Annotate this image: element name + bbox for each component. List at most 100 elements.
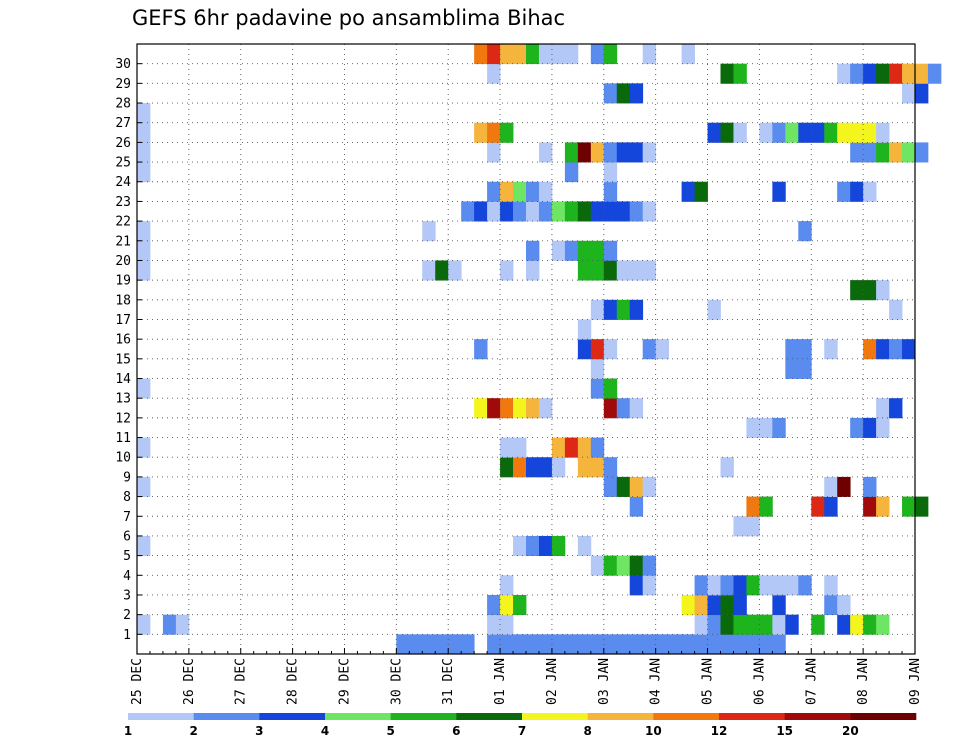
y-tick-label: 20 [115, 254, 131, 269]
heatmap-cell [759, 122, 773, 143]
heatmap-cell [603, 555, 618, 576]
heatmap-cell [629, 142, 644, 163]
y-tick-label: 5 [123, 549, 131, 564]
y-tick-label: 30 [115, 57, 131, 72]
colorbar-label: 1 [124, 724, 132, 738]
heatmap-cell [889, 142, 903, 163]
heatmap-cell [824, 496, 838, 517]
colorbar-swatch [587, 713, 654, 720]
heatmap-cell [707, 122, 721, 143]
heatmap-cell [590, 358, 605, 379]
heatmap-cell [876, 398, 890, 419]
heatmap-cell [811, 122, 825, 143]
heatmap-cell [629, 575, 644, 596]
heatmap-cell [642, 555, 657, 576]
heatmap-cell [850, 417, 864, 438]
heatmap-cell [603, 240, 618, 261]
x-tick-label: 28 DEC [286, 658, 301, 705]
heatmap-cell [487, 63, 501, 84]
heatmap-cell [487, 201, 501, 222]
heatmap-cell [137, 103, 151, 124]
heatmap-cell [538, 44, 553, 65]
colorbar-swatch [653, 713, 720, 720]
heatmap-cell [850, 63, 864, 84]
heatmap-cell [863, 417, 877, 438]
heatmap-cell [629, 299, 644, 320]
heatmap-cell [487, 142, 501, 163]
heatmap-cell [876, 496, 890, 517]
heatmap-cell [746, 496, 760, 517]
heatmap-cell [603, 378, 618, 399]
heatmap-cell [642, 260, 657, 281]
heatmap-cell [837, 614, 851, 635]
y-tick-label: 23 [115, 195, 131, 210]
heatmap-cell [162, 614, 177, 635]
x-tick-label: 07 JAN [804, 658, 819, 705]
heatmap-cell [564, 44, 579, 65]
x-tick-label: 03 JAN [597, 658, 612, 705]
heatmap-cell [863, 339, 877, 360]
heatmap-cell [422, 221, 436, 242]
colorbar-swatch [522, 713, 588, 720]
heatmap-cell [538, 634, 553, 655]
heatmap-cell [551, 437, 566, 458]
heatmap-cell [564, 201, 579, 222]
heatmap-cell [577, 201, 592, 222]
y-tick-label: 12 [115, 411, 131, 426]
heatmap-cell [694, 575, 708, 596]
y-tick-label: 3 [123, 588, 131, 603]
x-tick-label: 29 DEC [337, 658, 352, 705]
heatmap-cell [487, 614, 501, 635]
heatmap-cell [863, 496, 877, 517]
heatmap-cell [733, 614, 747, 635]
x-tick-label: 26 DEC [182, 658, 197, 705]
heatmap-cell [513, 535, 527, 557]
y-tick-label: 11 [115, 431, 131, 446]
heatmap-cell [409, 634, 423, 655]
heatmap-cell [785, 358, 799, 379]
heatmap-cell [681, 594, 695, 616]
heatmap-cell [863, 122, 877, 143]
heatmap-cell [513, 201, 527, 222]
heatmap-cell [513, 398, 527, 419]
grid-lines [137, 44, 915, 654]
heatmap-cell [772, 594, 786, 616]
heatmap-cell [137, 142, 151, 163]
colorbar-swatch [390, 713, 457, 720]
y-tick-label: 9 [123, 470, 131, 485]
heatmap-cell [551, 457, 566, 478]
colorbar-label: 6 [452, 724, 460, 738]
heatmap-cell [590, 634, 605, 655]
heatmap-cell [500, 614, 514, 635]
x-tick-label: 05 JAN [701, 658, 716, 705]
heatmap-cell [500, 437, 514, 458]
heatmap-cell [577, 457, 592, 478]
heatmap-cell [513, 594, 527, 616]
heatmap-cell [603, 181, 618, 202]
heatmap-cell [538, 398, 553, 419]
x-tick-label: 25 DEC [130, 658, 145, 705]
heatmap-cell [474, 201, 488, 222]
heatmap-cell [746, 417, 760, 438]
heatmap-cell [137, 162, 151, 183]
heatmap-cell [526, 44, 540, 65]
heatmap-cell [642, 142, 657, 163]
heatmap-cell [590, 240, 605, 261]
heatmap-cell [487, 44, 501, 65]
heatmap-cell [137, 437, 151, 458]
heatmap-cell [474, 398, 488, 419]
y-tick-label: 19 [115, 274, 131, 289]
heatmap-cell [513, 457, 527, 478]
colorbar-label: 15 [776, 724, 793, 738]
x-tick-label: 08 JAN [856, 658, 871, 705]
heatmap-cell [759, 575, 773, 596]
heatmap-cell [824, 575, 838, 596]
heatmap-cell [876, 280, 890, 301]
heatmap-cell [850, 614, 864, 635]
heatmap-cell [137, 260, 151, 281]
y-tick-label: 16 [115, 333, 131, 348]
heatmap-cell [590, 44, 605, 65]
heatmap-cell [694, 181, 708, 202]
colorbar-label: 2 [189, 724, 197, 738]
